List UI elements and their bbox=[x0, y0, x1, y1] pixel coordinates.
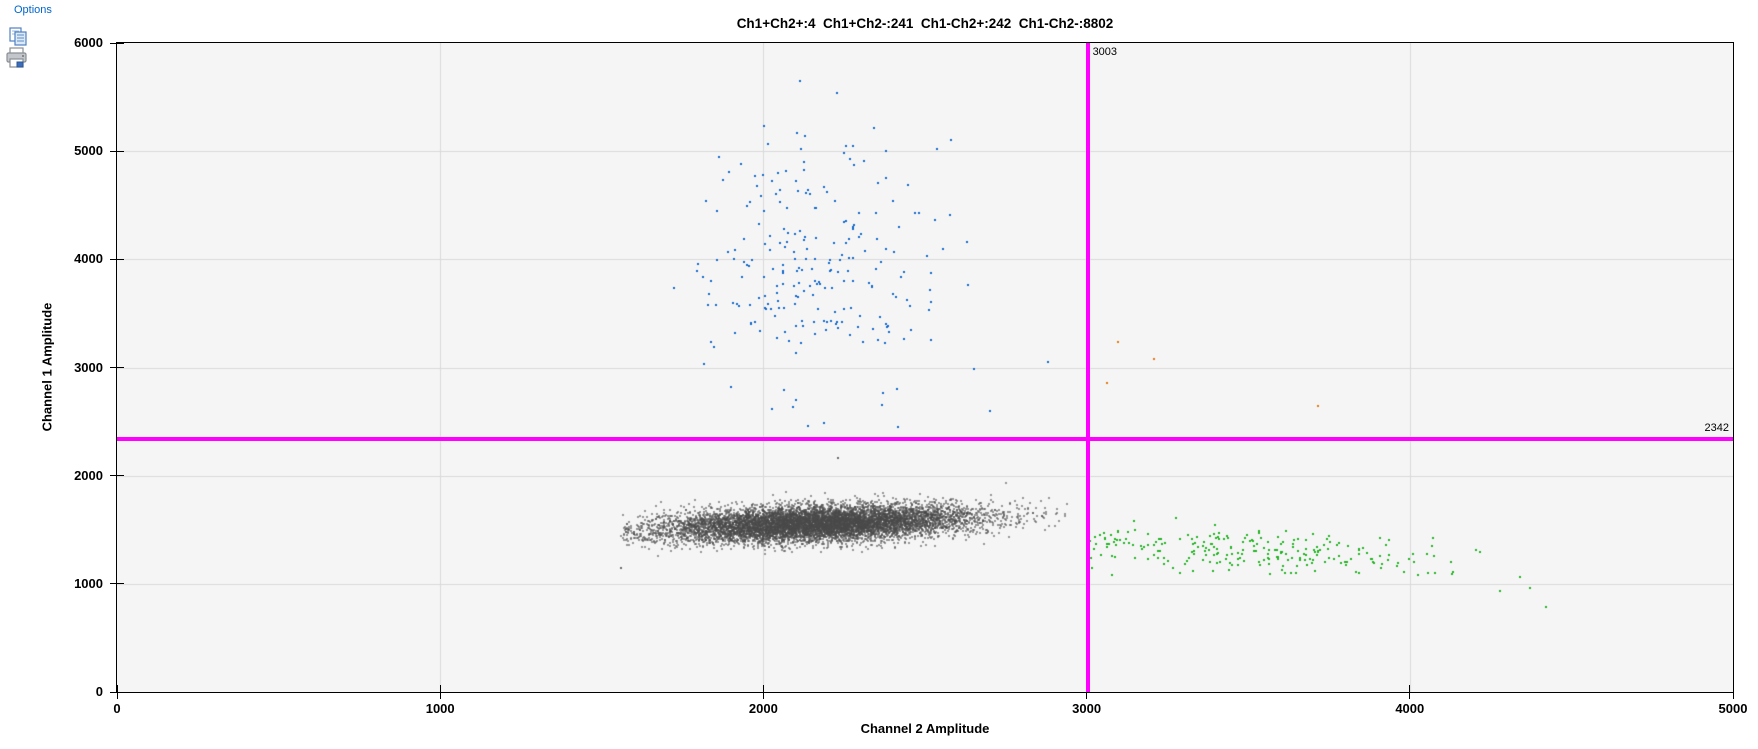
ch2-threshold-value: 3003 bbox=[1092, 46, 1118, 58]
x-tick-mark bbox=[1086, 685, 1088, 699]
y-tick-mark bbox=[110, 258, 124, 260]
y-tick-label: 4000 bbox=[74, 251, 103, 267]
y-tick-mark bbox=[110, 583, 124, 585]
options-link[interactable]: Options bbox=[14, 4, 52, 16]
x-axis-title: Channel 2 Amplitude bbox=[860, 721, 990, 736]
ch2-threshold-line[interactable] bbox=[1085, 43, 1090, 692]
y-tick-mark bbox=[110, 367, 124, 368]
printer-icon bbox=[6, 47, 27, 68]
y-tick-label: 6000 bbox=[74, 35, 103, 50]
x-tick-label: 5000 bbox=[1718, 701, 1748, 716]
y-tick-label: 2000 bbox=[74, 467, 103, 483]
x-tick-label: 2000 bbox=[748, 701, 778, 716]
x-tick-label: 3000 bbox=[1072, 701, 1102, 716]
x-tick-label: 0 bbox=[113, 701, 121, 716]
scatter-plot-canvas[interactable] bbox=[117, 43, 1733, 692]
y-tick-label: 5000 bbox=[74, 143, 103, 159]
y-tick-mark bbox=[110, 150, 124, 152]
plot-area: 3003 2342 bbox=[116, 42, 1734, 693]
ch1-threshold-value: 2342 bbox=[1704, 421, 1729, 434]
ch1-threshold-line[interactable] bbox=[117, 436, 1733, 441]
y-tick-mark bbox=[110, 475, 124, 477]
y-tick-mark bbox=[110, 42, 124, 44]
copy-button[interactable] bbox=[6, 27, 32, 49]
x-tick-label: 4000 bbox=[1395, 701, 1425, 716]
y-tick-label: 3000 bbox=[74, 359, 103, 375]
y-tick-label: 0 bbox=[95, 684, 103, 699]
y-tick-label: 1000 bbox=[74, 575, 103, 591]
x-tick-label: 1000 bbox=[425, 701, 455, 716]
x-tick-mark bbox=[439, 685, 441, 699]
x-tick-mark bbox=[762, 685, 764, 699]
y-axis-title: Channel 1 Amplitude bbox=[39, 302, 55, 432]
quadrant-counts-title: Ch1+Ch2+:4 Ch1+Ch2-:241 Ch1-Ch2+:242 Ch1… bbox=[736, 16, 1114, 31]
copy-icon bbox=[9, 27, 27, 46]
y-tick-mark bbox=[110, 691, 124, 693]
x-tick-mark bbox=[1409, 685, 1411, 699]
x-tick-mark bbox=[1732, 685, 1734, 699]
print-button[interactable] bbox=[4, 47, 30, 69]
